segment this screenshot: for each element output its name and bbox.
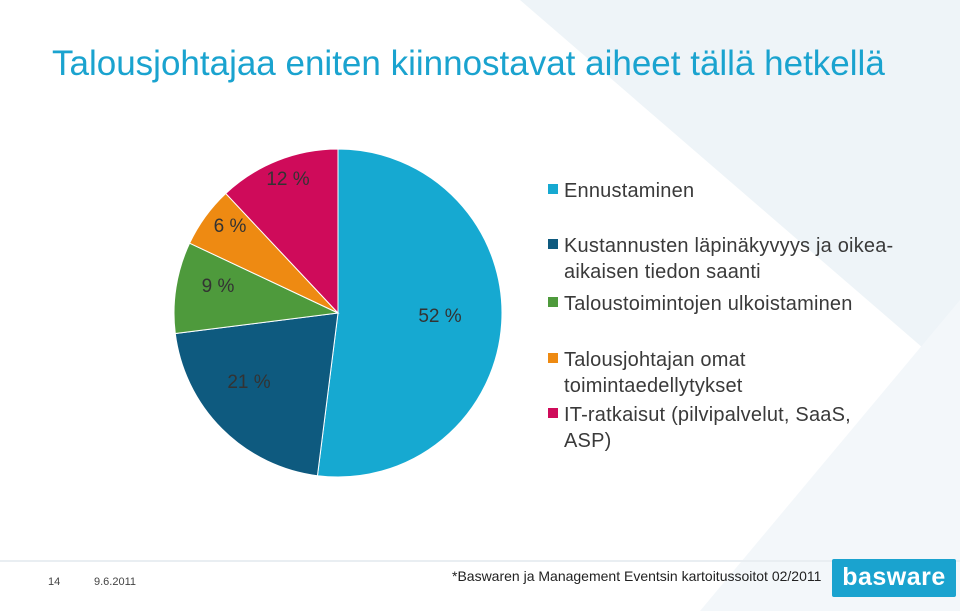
pie-slice-0	[316, 148, 503, 478]
legend-label: Kustannusten läpinäkyvyys ja oikea-aikai…	[564, 235, 894, 283]
page-number: 14	[48, 576, 61, 588]
pie-slice-label-1: 21 %	[227, 372, 270, 393]
pie-slice-label-4: 12 %	[266, 169, 309, 190]
legend-swatch	[548, 353, 558, 363]
pie-slice-4	[225, 148, 339, 315]
legend-label: Taloustoimintojen ulkoistaminen	[564, 293, 853, 315]
basware-logo: basware	[832, 559, 956, 597]
legend-swatch	[548, 297, 558, 307]
pie-slice-label-2: 9 %	[202, 276, 235, 297]
legend-swatch	[548, 184, 558, 194]
slide-title: Talousjohtajaa eniten kiinnostavat aihee…	[52, 44, 885, 83]
footer-divider	[0, 560, 960, 562]
legend-label: Ennustaminen	[564, 180, 695, 202]
slide-date: 9.6.2011	[94, 576, 137, 588]
pie-slice-label-0: 52 %	[418, 306, 461, 327]
legend-label: Talousjohtajan omat toimintaedellytykset	[564, 349, 746, 397]
source-note: *Baswaren ja Management Eventsin kartoit…	[452, 568, 822, 584]
pie-slice-1	[174, 312, 339, 477]
pie-slice-2	[173, 242, 340, 335]
legend-swatch	[548, 239, 558, 249]
legend-label: IT-ratkaisut (pilvipalvelut, SaaS, ASP)	[564, 404, 851, 452]
legend-swatch	[548, 408, 558, 418]
pie-slice-label-3: 6 %	[214, 216, 247, 237]
